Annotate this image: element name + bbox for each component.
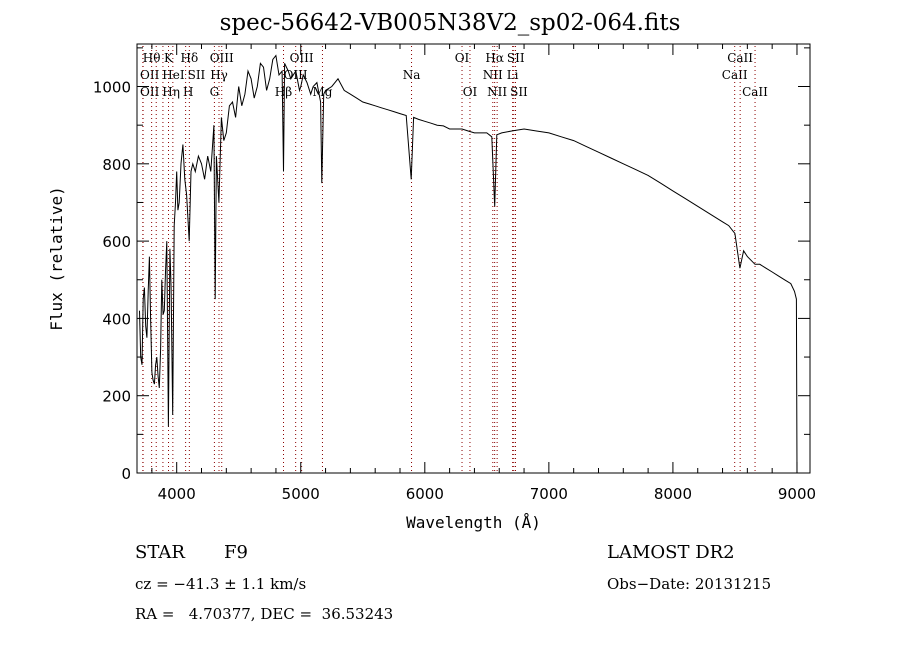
y-tick-label: 400 — [102, 310, 131, 328]
spectral-line-label: Hγ — [210, 68, 228, 82]
spectral-line-label: CaII — [742, 85, 768, 99]
y-tick-label: 0 — [121, 465, 131, 483]
y-tick-label: 600 — [102, 233, 131, 251]
object-subclass: F9 — [224, 542, 248, 563]
spectral-line-label: NII — [487, 85, 507, 99]
spectral-line-label: SII — [188, 68, 206, 82]
spectral-line-label: Na — [403, 68, 421, 82]
y-tick-label: 800 — [102, 156, 131, 174]
y-tick-label: 1000 — [93, 79, 131, 97]
spectral-line-label: NII — [483, 68, 503, 82]
y-tick-label: 200 — [102, 388, 131, 406]
x-tick-label: 7000 — [530, 485, 568, 503]
spectral-line-label: HeI — [162, 68, 185, 82]
spectral-line-label: OII — [140, 85, 160, 99]
spectral-line-label: Li — [507, 68, 519, 82]
spectral-line-label: OIII — [210, 51, 234, 65]
x-tick-label: 6000 — [406, 485, 444, 503]
chart-title: spec-56642-VB005N38V2_sp02-064.fits — [219, 10, 681, 36]
spectral-line-label: CaII — [727, 51, 753, 65]
spectral-line-label: Hη — [162, 85, 180, 99]
redshift-info: cz = −41.3 ± 1.1 km/s — [135, 575, 307, 593]
object-class: STAR — [135, 542, 185, 563]
spectral-line-label: CaII — [722, 68, 748, 82]
obs-date: Obs−Date: 20131215 — [607, 575, 772, 593]
spectral-line-label: Hδ — [181, 51, 199, 65]
spectral-line-label: Hα — [485, 51, 504, 65]
spectral-line-label: G — [210, 85, 220, 99]
spectral-line-label: OII — [140, 68, 160, 82]
x-tick-label: 9000 — [778, 485, 816, 503]
spectral-line-label: OI — [455, 51, 470, 65]
spectral-line-label: Hβ — [275, 85, 292, 99]
survey-label: LAMOST DR2 — [607, 542, 735, 563]
coordinates: RA = 4.70377, DEC = 36.53243 — [135, 605, 394, 623]
spectral-line-label: K — [164, 51, 174, 65]
x-tick-label: 5000 — [282, 485, 320, 503]
x-axis-label: Wavelength (Å) — [406, 513, 541, 532]
x-tick-label: 4000 — [158, 485, 196, 503]
spectral-line-label: H — [183, 85, 193, 99]
spectral-line-label: Hθ — [143, 51, 161, 65]
y-axis-label: Flux (relative) — [47, 186, 66, 331]
plot-frame — [136, 43, 811, 474]
spectral-line-label: OIII — [284, 68, 308, 82]
spectral-line-label: OIII — [290, 51, 314, 65]
spectral-line-label: SII — [510, 85, 528, 99]
spectral-line-label: Mg — [313, 85, 333, 99]
x-tick-label: 8000 — [654, 485, 692, 503]
spectrum-line — [139, 54, 798, 474]
spectral-line-label: OI — [463, 85, 478, 99]
